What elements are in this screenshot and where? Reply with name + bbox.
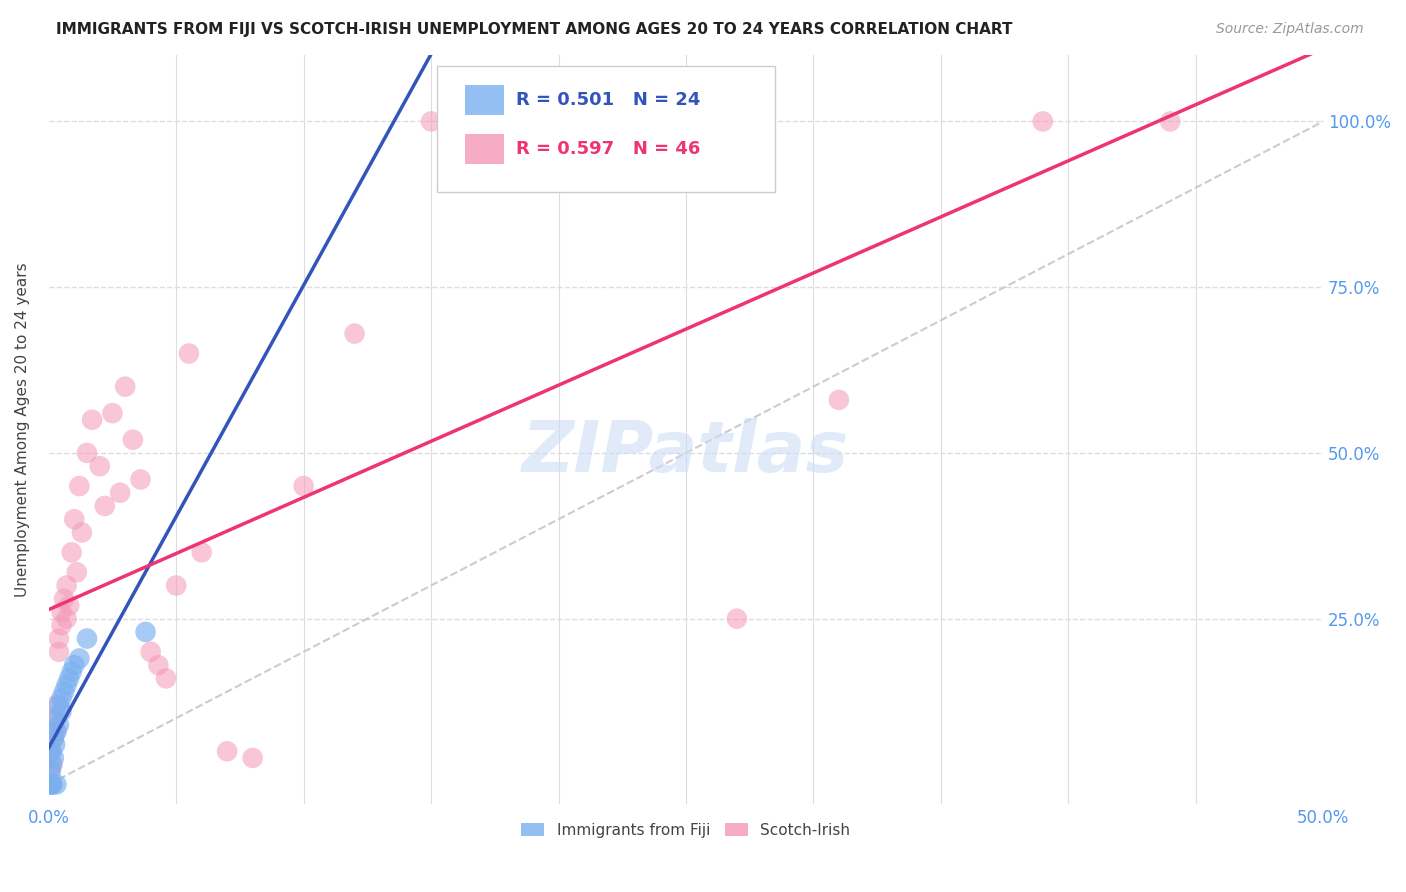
Point: [51, 705, 73, 719]
Point: [45, 698, 67, 712]
Point: [39, 777, 62, 791]
Point: [51, 618, 73, 632]
Point: [139, 645, 162, 659]
Text: ZIPatlas: ZIPatlas: [522, 417, 849, 487]
Point: [45, 711, 67, 725]
Point: [76, 446, 98, 460]
Point: [42, 711, 65, 725]
Point: [420, 114, 443, 128]
Point: [725, 612, 748, 626]
Text: R = 0.597   N = 46: R = 0.597 N = 46: [516, 140, 700, 158]
Point: [42, 731, 65, 745]
Point: [177, 346, 200, 360]
Bar: [465, 134, 503, 164]
Text: Source: ZipAtlas.com: Source: ZipAtlas.com: [1216, 22, 1364, 37]
Point: [165, 578, 187, 592]
Point: [51, 605, 73, 619]
Point: [39, 744, 62, 758]
Point: [66, 566, 89, 580]
Point: [828, 392, 851, 407]
Point: [67, 651, 90, 665]
Point: [53, 684, 76, 698]
Point: [89, 459, 111, 474]
Point: [80, 413, 103, 427]
Point: [41, 757, 63, 772]
Point: [39, 744, 62, 758]
Point: [55, 578, 77, 592]
Point: [76, 632, 98, 646]
Point: [108, 485, 131, 500]
Point: [42, 731, 65, 745]
Point: [48, 645, 70, 659]
Point: [114, 379, 136, 393]
Point: [45, 724, 67, 739]
Point: [292, 479, 315, 493]
Point: [190, 545, 212, 559]
Text: IMMIGRANTS FROM FIJI VS SCOTCH-IRISH UNEMPLOYMENT AMONG AGES 20 TO 24 YEARS CORR: IMMIGRANTS FROM FIJI VS SCOTCH-IRISH UNE…: [56, 22, 1012, 37]
Point: [58, 671, 80, 685]
Point: [343, 326, 366, 341]
Point: [148, 658, 170, 673]
Bar: [465, 85, 503, 115]
Point: [135, 624, 157, 639]
Y-axis label: Unemployment Among Ages 20 to 24 years: Unemployment Among Ages 20 to 24 years: [15, 262, 30, 597]
Point: [1032, 114, 1054, 128]
Point: [45, 777, 67, 791]
Point: [48, 632, 70, 646]
Point: [155, 671, 177, 685]
Point: [60, 545, 83, 559]
Point: [58, 599, 80, 613]
Point: [63, 658, 86, 673]
Point: [63, 512, 86, 526]
Point: [121, 433, 143, 447]
Point: [39, 777, 62, 791]
Point: [48, 698, 70, 712]
FancyBboxPatch shape: [437, 66, 775, 193]
Point: [67, 479, 90, 493]
Point: [45, 724, 67, 739]
Point: [101, 406, 124, 420]
Point: [42, 751, 65, 765]
Point: [55, 678, 77, 692]
Point: [48, 718, 70, 732]
Point: [547, 114, 569, 128]
Point: [39, 764, 62, 779]
Point: [53, 591, 76, 606]
Point: [94, 499, 117, 513]
Point: [217, 744, 239, 758]
Point: [60, 665, 83, 679]
Point: [41, 777, 63, 791]
Legend: Immigrants from Fiji, Scotch-Irish: Immigrants from Fiji, Scotch-Irish: [513, 815, 858, 846]
Point: [39, 764, 62, 779]
Point: [1159, 114, 1181, 128]
Point: [129, 473, 152, 487]
Point: [70, 525, 93, 540]
Point: [51, 691, 73, 706]
Point: [41, 757, 63, 772]
Point: [55, 612, 77, 626]
Text: R = 0.501   N = 24: R = 0.501 N = 24: [516, 91, 700, 109]
Point: [39, 777, 62, 791]
Point: [44, 738, 66, 752]
Point: [242, 751, 264, 765]
